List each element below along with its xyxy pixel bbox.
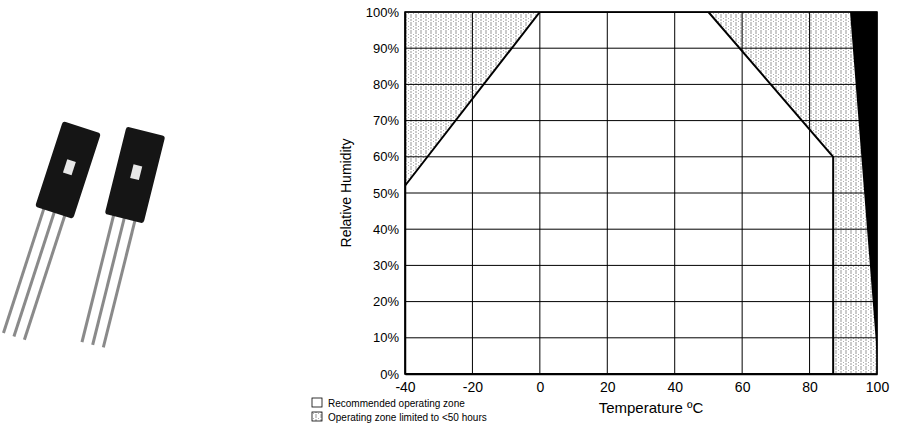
sensor-pin	[3, 205, 45, 333]
x-tick: 20	[600, 374, 616, 395]
grid-line	[405, 229, 877, 230]
y-tick-label: 0%	[380, 367, 399, 382]
y-tick: 100%	[366, 5, 405, 20]
y-tick: 30%	[373, 258, 405, 273]
x-axis-title: Temperature ºC	[599, 399, 704, 416]
x-tick: 60	[735, 374, 751, 395]
x-tick: 80	[802, 374, 818, 395]
y-axis: 0% 10% 20% 30% 40% 50% 60% 70% 80% 90% 100%	[366, 5, 406, 382]
sensor-pin	[103, 216, 136, 347]
y-tick-label: 40%	[373, 222, 399, 237]
y-tick-label: 70%	[373, 113, 399, 128]
chart: -40-200204060801000%10%20%30%40%50%60%70…	[0, 0, 902, 430]
legend-label: Recommended operating zone	[328, 398, 465, 409]
y-tick-label: 80%	[373, 77, 399, 92]
sensor-body	[35, 121, 101, 219]
grid-line	[405, 120, 877, 121]
y-tick-label: 30%	[373, 258, 399, 273]
sensor-window	[130, 164, 142, 180]
y-axis-title: Relative Humidity	[338, 139, 354, 248]
sensor-photos	[0, 121, 165, 350]
y-tick: 70%	[373, 113, 405, 128]
zone-area	[405, 12, 877, 374]
x-tick: 40	[667, 374, 683, 395]
legend-swatch	[312, 398, 322, 407]
y-tick-label: 10%	[373, 330, 399, 345]
y-tick: 60%	[373, 149, 405, 164]
grid-line	[405, 84, 877, 85]
grid-line	[405, 156, 877, 157]
sensor	[0, 121, 101, 343]
x-tick-label: 0	[536, 379, 544, 395]
x-tick: -20	[463, 374, 483, 395]
grid-line	[405, 265, 877, 266]
x-tick-label: -20	[463, 379, 483, 395]
legend-label: Operating zone limited to <50 hours	[328, 412, 487, 423]
sensor-pin	[14, 208, 56, 336]
y-tick-label: 60%	[373, 149, 399, 164]
plot-area	[405, 12, 877, 374]
x-tick-label: 80	[802, 379, 818, 395]
x-tick-label: 60	[735, 379, 751, 395]
y-tick: 0%	[380, 367, 405, 382]
grid-line	[405, 301, 877, 302]
x-tick: 0	[536, 374, 544, 395]
y-tick: 90%	[373, 41, 405, 56]
zone-boundary	[405, 12, 833, 374]
legend-swatch	[312, 412, 322, 421]
y-tick-label: 50%	[373, 186, 399, 201]
sensor-body	[105, 126, 166, 223]
plot-frame	[405, 12, 877, 374]
y-tick: 50%	[373, 186, 405, 201]
x-tick-label: 40	[667, 379, 683, 395]
zone-outlines	[405, 12, 833, 374]
y-tick: 80%	[373, 77, 405, 92]
x-tick-label: 100	[866, 379, 890, 395]
y-tick-label: 90%	[373, 41, 399, 56]
y-tick-label: 100%	[366, 5, 400, 20]
x-tick-label: 20	[600, 379, 616, 395]
sensor	[73, 126, 165, 349]
sensor-pin	[24, 211, 66, 339]
x-tick: 100	[866, 374, 890, 395]
legend: Recommended operating zone Operating zone…	[312, 398, 487, 423]
x-axis: -40-20020406080100	[395, 374, 889, 395]
zone-area	[850, 12, 877, 356]
y-tick: 10%	[373, 330, 405, 345]
sensor-window	[63, 159, 76, 175]
y-tick-label: 20%	[373, 294, 399, 309]
y-tick: 20%	[373, 294, 405, 309]
grid-line	[405, 48, 877, 49]
grid-line	[405, 193, 877, 194]
grid-line	[405, 337, 877, 338]
y-tick: 40%	[373, 222, 405, 237]
grid	[405, 12, 877, 374]
